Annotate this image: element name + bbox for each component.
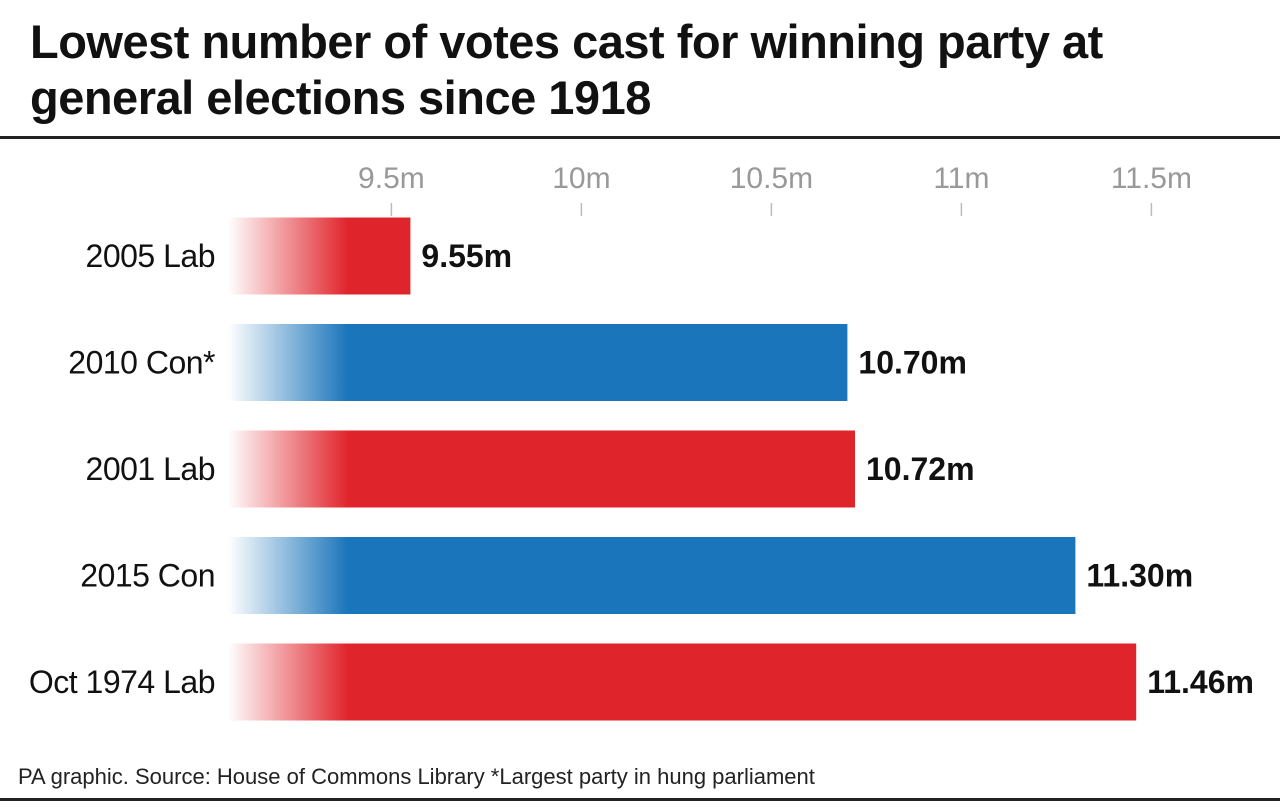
x-tick-label: 10.5m <box>730 162 813 195</box>
category-label: 2005 Lab <box>86 238 215 274</box>
chart-title: Lowest number of votes cast for winning … <box>30 15 1103 124</box>
bar <box>228 324 848 401</box>
data-label: 10.70m <box>858 345 967 381</box>
category-label: 2010 Con* <box>68 345 215 381</box>
data-label: 11.30m <box>1086 558 1193 594</box>
footer-divider <box>0 798 1280 801</box>
bar <box>228 643 1137 721</box>
x-tick-label: 11.5m <box>1111 162 1192 195</box>
category-label: 2015 Con <box>80 558 215 594</box>
x-tick-label: 10m <box>552 162 610 195</box>
source-footer: PA graphic. Source: House of Commons Lib… <box>18 764 815 789</box>
category-label: 2001 Lab <box>86 451 215 487</box>
data-label: 9.55m <box>421 238 512 274</box>
title-divider <box>0 136 1280 139</box>
bar <box>228 217 411 295</box>
x-tick-label: 11m <box>933 162 989 195</box>
bar <box>228 430 855 508</box>
x-tick-label: 9.5m <box>358 162 425 195</box>
data-label: 10.72m <box>866 451 975 487</box>
category-label: Oct 1974 Lab <box>29 664 215 700</box>
bar <box>228 537 1076 614</box>
data-label: 11.46m <box>1147 664 1254 700</box>
